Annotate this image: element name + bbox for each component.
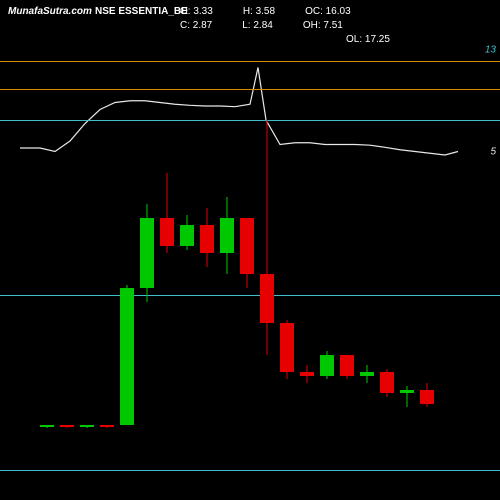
site-title: MunafaSutra.com	[8, 6, 92, 17]
horizontal-line: 1	[0, 470, 500, 471]
stat-low: L: 2.84	[242, 20, 273, 31]
horizontal-line: 13	[0, 61, 500, 62]
candle-body	[340, 355, 354, 376]
stat-open: O: 3.33	[180, 6, 213, 17]
candle-body	[180, 225, 194, 246]
candle-body	[420, 390, 434, 404]
candle-body	[260, 274, 274, 323]
candle-body	[60, 425, 74, 427]
stat-close: C: 2.87	[180, 20, 212, 31]
stat-oh: OH: 7.51	[303, 20, 343, 31]
horizontal-line: 11	[0, 120, 500, 121]
indicator-overlay	[0, 50, 460, 470]
candle-body	[320, 355, 334, 376]
indicator-label: 5	[490, 146, 496, 157]
candle-body	[280, 323, 294, 372]
candle-body	[240, 218, 254, 274]
horizontal-line: 12	[0, 89, 500, 90]
candle-body	[360, 372, 374, 376]
horizontal-line: 6	[0, 295, 500, 296]
candle-body	[300, 372, 314, 376]
indicator-line	[20, 68, 458, 156]
candle-body	[220, 218, 234, 253]
ohlc-row-2: C: 2.87 L: 2.84 OH: 7.51	[180, 20, 343, 31]
stat-oc: OC: 16.03	[305, 6, 351, 17]
candle-body	[120, 288, 134, 425]
ohlc-row-1: O: 3.33 H: 3.58 OC: 16.03	[180, 6, 351, 17]
candle-body	[80, 425, 94, 427]
candle-body	[380, 372, 394, 393]
candle-body	[200, 225, 214, 253]
candle-body	[140, 218, 154, 288]
stat-ol: OL: 17.25	[346, 34, 390, 45]
candle-body	[160, 218, 174, 246]
stat-high: H: 3.58	[243, 6, 275, 17]
chart-area: 11121361135	[0, 50, 460, 470]
candle-body	[40, 425, 54, 427]
candle-body	[400, 390, 414, 394]
axis-label: 13	[485, 45, 496, 56]
candle-body	[100, 425, 114, 427]
symbol-label: NSE ESSENTIA_BE	[95, 6, 188, 17]
